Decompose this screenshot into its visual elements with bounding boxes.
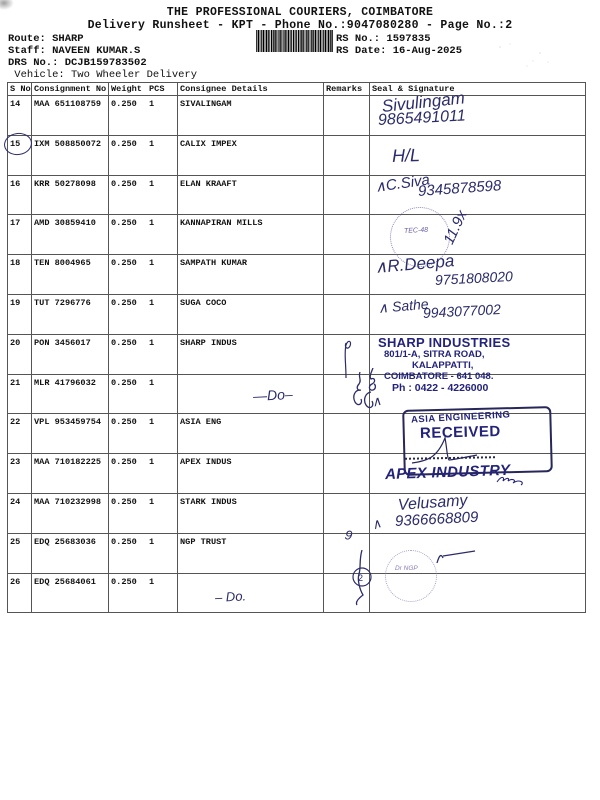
svg-text:2: 2 [358, 573, 363, 583]
